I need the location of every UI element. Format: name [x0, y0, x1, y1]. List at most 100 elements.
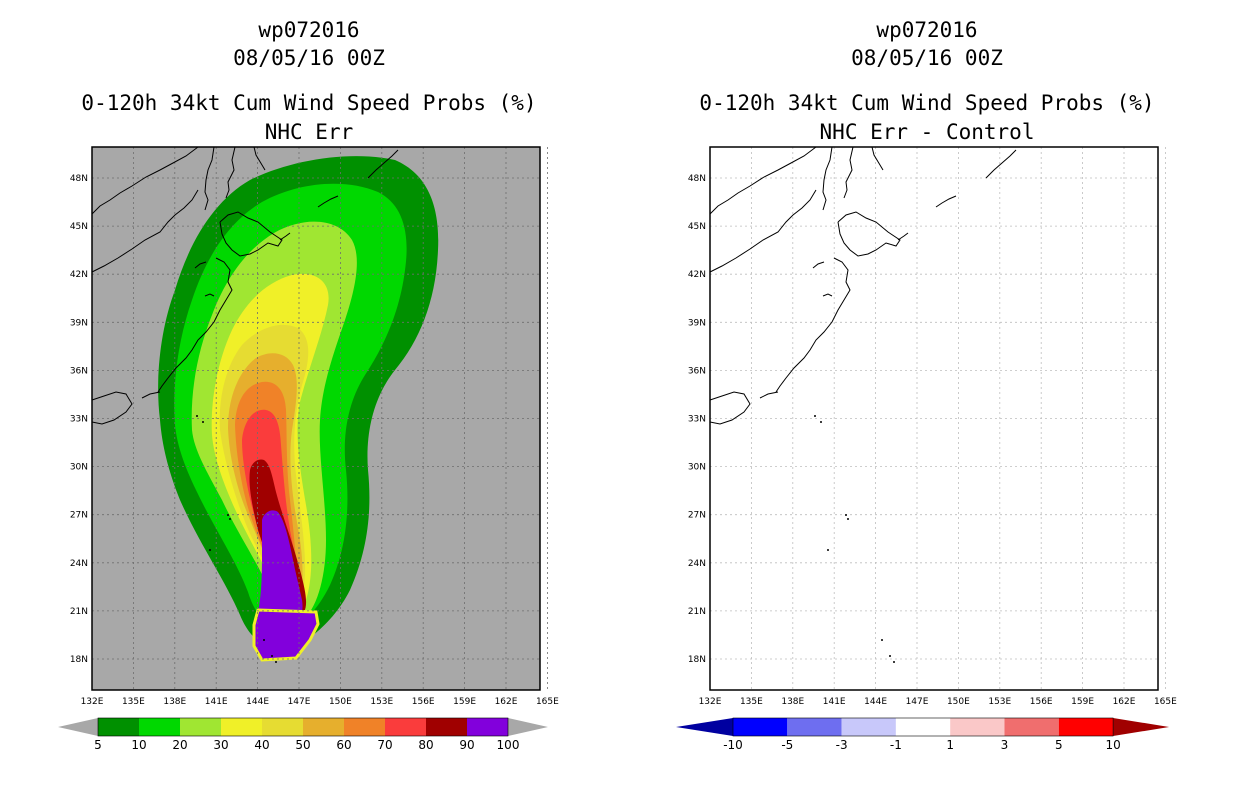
storm-id: wp072016 — [876, 18, 978, 42]
colorbar-label: 1 — [946, 738, 954, 752]
colorbar-label: 20 — [172, 738, 187, 752]
lon-tick-label: 150E — [947, 697, 970, 707]
lon-tick-label: 147E — [906, 697, 929, 707]
colorbar-label: 5 — [1055, 738, 1063, 752]
colorbar-label: 100 — [497, 738, 520, 752]
coastline — [822, 146, 833, 211]
colorbar: -10 -5 -3 -1 1 3 5 10 — [676, 717, 1170, 752]
colorbar-swatch — [98, 718, 139, 736]
coastline — [822, 293, 833, 297]
island — [845, 514, 847, 516]
coastline — [709, 189, 817, 273]
product-title: 0-120h 34kt Cum Wind Speed Probs (%) — [699, 91, 1155, 115]
datetime: 08/05/16 00Z — [233, 46, 385, 70]
lat-tick-label: 30N — [688, 463, 706, 473]
lon-tick-label: 156E — [412, 697, 435, 707]
colorbar-label: -1 — [890, 738, 902, 752]
lat-tick-label: 36N — [688, 366, 706, 376]
colorbar-label: 50 — [295, 738, 310, 752]
island — [847, 518, 849, 520]
lon-tick-label: 162E — [495, 697, 518, 707]
left-panel: wp072016 08/05/16 00Z 0-120h 34kt Cum Wi… — [58, 18, 559, 752]
colorbar-label: 40 — [254, 738, 269, 752]
lon-tick-label: 141E — [823, 697, 846, 707]
coastline — [985, 149, 1017, 179]
colorbar-label: 5 — [94, 738, 102, 752]
colorbar-outline — [732, 717, 1114, 737]
island — [209, 549, 211, 551]
map-frame — [91, 146, 541, 691]
panel-subtitle: NHC Err — [264, 120, 354, 144]
colorbar-swatch — [180, 718, 221, 736]
product-title: 0-120h 34kt Cum Wind Speed Probs (%) — [81, 91, 537, 115]
island — [275, 661, 277, 663]
coastline — [935, 195, 957, 208]
colorbar-over — [508, 718, 548, 736]
colorbar-label: 80 — [418, 738, 433, 752]
coastline — [157, 257, 233, 393]
colorbar-swatch — [262, 718, 303, 736]
colorbar-under — [676, 718, 733, 736]
colorbar-label: 60 — [336, 738, 351, 752]
island — [263, 639, 265, 641]
coastline — [141, 391, 161, 399]
island — [271, 655, 273, 657]
lon-tick-label: 153E — [370, 697, 393, 707]
coastline — [91, 146, 199, 215]
colorbar-swatch — [467, 718, 508, 736]
colorbar-swatch — [1058, 718, 1114, 736]
colorbar-label: 10 — [131, 738, 146, 752]
colorbar-swatch — [385, 718, 426, 736]
lat-tick-label: 39N — [688, 318, 706, 328]
colorbar-label: -5 — [781, 738, 793, 752]
colorbar-swatch — [950, 718, 1005, 736]
colorbar-outline — [97, 717, 509, 737]
island — [227, 514, 229, 516]
coastline — [871, 146, 884, 171]
lat-tick-label: 21N — [688, 607, 706, 617]
panel-subtitle: NHC Err - Control — [819, 120, 1035, 144]
lon-tick-label: 159E — [1071, 697, 1094, 707]
lat-tick-label: 21N — [70, 607, 88, 617]
colorbar-label: 70 — [377, 738, 392, 752]
coastline — [812, 261, 825, 269]
colorbar-swatch — [895, 718, 951, 736]
lon-tick-label: 159E — [453, 697, 476, 707]
lat-tick-label: 33N — [688, 415, 706, 425]
colorbar-over — [1113, 718, 1170, 736]
island — [820, 421, 822, 423]
colorbar-label: 30 — [213, 738, 228, 752]
lon-tick-label: 147E — [288, 697, 311, 707]
probability-map: 132E 135E 138E 141E 144E 147E 150E 153E 156E 159E… — [58, 146, 559, 752]
lon-tick-label: 144E — [864, 697, 887, 707]
lat-tick-label: 48N — [688, 174, 706, 184]
colorbar-label: 3 — [1001, 738, 1009, 752]
lat-tick-label: 30N — [70, 463, 88, 473]
lon-tick-label: 132E — [81, 697, 104, 707]
colorbar-swatch — [139, 718, 180, 736]
lat-tick-label: 27N — [688, 511, 706, 521]
lat-tick-label: 42N — [688, 270, 706, 280]
lat-tick-label: 18N — [688, 655, 706, 665]
colorbar-label: 90 — [459, 738, 474, 752]
coastline — [204, 146, 215, 211]
colorbar-label: -10 — [723, 738, 743, 752]
coastline — [709, 391, 751, 425]
coastline — [204, 293, 215, 297]
island — [827, 549, 829, 551]
datetime: 08/05/16 00Z — [851, 46, 1003, 70]
coastline — [709, 146, 817, 215]
lon-tick-label: 153E — [988, 697, 1011, 707]
island — [881, 639, 883, 641]
coastline — [317, 195, 339, 208]
island — [889, 655, 891, 657]
lat-tick-label: 39N — [70, 318, 88, 328]
lon-tick-label: 135E — [740, 697, 763, 707]
lon-tick-label: 150E — [329, 697, 352, 707]
island — [893, 661, 895, 663]
coastline — [219, 211, 283, 257]
island — [229, 518, 231, 520]
lon-tick-label: 156E — [1030, 697, 1053, 707]
colorbar: 5 10 20 30 40 50 60 70 80 90 100 — [58, 717, 548, 752]
colorbar-swatch — [303, 718, 344, 736]
